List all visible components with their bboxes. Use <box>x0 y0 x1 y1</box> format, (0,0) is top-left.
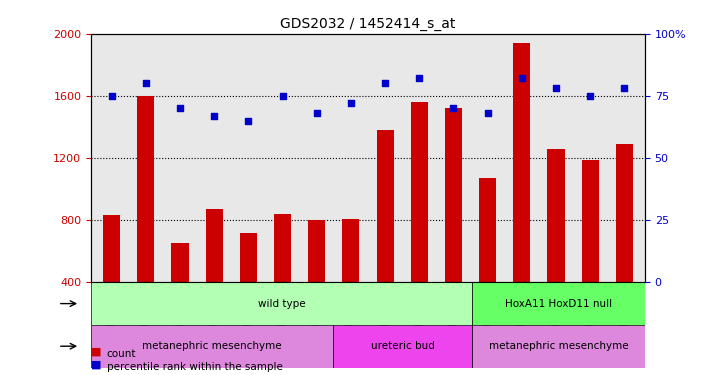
Bar <box>445 108 462 282</box>
Point <box>516 75 527 81</box>
Bar <box>240 232 257 282</box>
Point <box>311 110 322 116</box>
Point <box>243 118 254 124</box>
FancyBboxPatch shape <box>472 325 645 368</box>
FancyBboxPatch shape <box>472 282 645 325</box>
Bar <box>103 216 120 282</box>
Text: metanephric mesenchyme: metanephric mesenchyme <box>142 341 282 351</box>
Bar <box>411 102 428 282</box>
Point <box>585 93 596 99</box>
Bar <box>513 43 531 282</box>
Bar <box>172 243 189 282</box>
Point <box>550 86 562 92</box>
Point <box>140 81 151 87</box>
Text: wild type: wild type <box>258 298 306 309</box>
Point <box>414 75 425 81</box>
Bar <box>308 220 325 282</box>
Point <box>379 81 390 87</box>
FancyBboxPatch shape <box>91 282 472 325</box>
Bar <box>342 219 360 282</box>
FancyBboxPatch shape <box>334 325 472 368</box>
Point <box>106 93 117 99</box>
Text: ■: ■ <box>91 360 102 369</box>
Bar <box>582 160 599 282</box>
Bar <box>616 144 633 282</box>
Text: count: count <box>107 350 136 359</box>
Text: metanephric mesenchyme: metanephric mesenchyme <box>489 341 628 351</box>
Point <box>482 110 494 116</box>
Point <box>619 86 630 92</box>
FancyBboxPatch shape <box>91 325 334 368</box>
Text: ureteric bud: ureteric bud <box>371 341 435 351</box>
Point <box>277 93 288 99</box>
Bar <box>479 178 496 282</box>
Bar <box>137 96 154 282</box>
Point <box>448 105 459 111</box>
Text: percentile rank within the sample: percentile rank within the sample <box>107 363 283 372</box>
Point <box>209 113 220 119</box>
Bar <box>274 214 291 282</box>
Title: GDS2032 / 1452414_s_at: GDS2032 / 1452414_s_at <box>280 17 456 32</box>
Point <box>346 100 357 106</box>
Bar <box>205 209 223 282</box>
Bar <box>547 149 564 282</box>
Bar <box>376 130 394 282</box>
Point <box>175 105 186 111</box>
Text: HoxA11 HoxD11 null: HoxA11 HoxD11 null <box>505 298 612 309</box>
Text: ■: ■ <box>91 346 102 356</box>
